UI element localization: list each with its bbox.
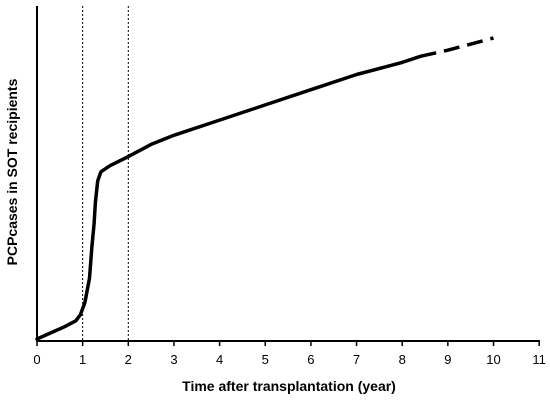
x-tick-label: 9 — [444, 352, 451, 367]
x-tick-label: 8 — [399, 352, 406, 367]
x-tick-label: 11 — [532, 352, 546, 367]
series-line — [35, 54, 423, 341]
projected-series-line — [420, 36, 494, 59]
y-axis-title: PCPcases in SOT recipients — [4, 78, 20, 265]
x-axis-title: Time after transplantation (year) — [182, 378, 396, 394]
x-tick-label: 5 — [262, 352, 269, 367]
x-tick-label: 6 — [307, 352, 314, 367]
series-group — [35, 36, 494, 341]
x-tick-label: 1 — [79, 352, 86, 367]
x-tick-label: 4 — [216, 352, 223, 367]
x-tick-label: 0 — [33, 352, 40, 367]
x-ticks: 0 1 2 3 4 5 6 7 8 9 10 11 — [33, 341, 546, 367]
x-tick-label: 7 — [353, 352, 360, 367]
x-tick-label: 10 — [486, 352, 500, 367]
x-tick-label: 3 — [170, 352, 177, 367]
x-tick-label: 2 — [125, 352, 132, 367]
reference-lines — [82, 6, 129, 341]
